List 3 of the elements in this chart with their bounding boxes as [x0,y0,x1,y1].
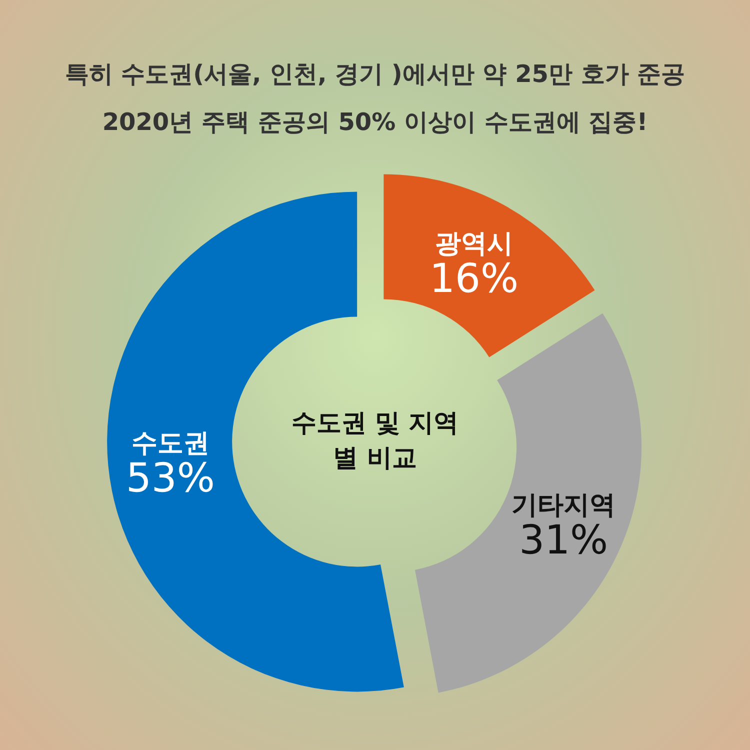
title: 특히 수도권(서울, 인천, 경기 )에서만 약 25만 호가 준공 [64,60,686,88]
text: 수도권 및 지역별 비교 [290,407,460,474]
subtitle: 2020년 주택 준공의 50% 이상이 수도권에 집중! [102,108,648,136]
